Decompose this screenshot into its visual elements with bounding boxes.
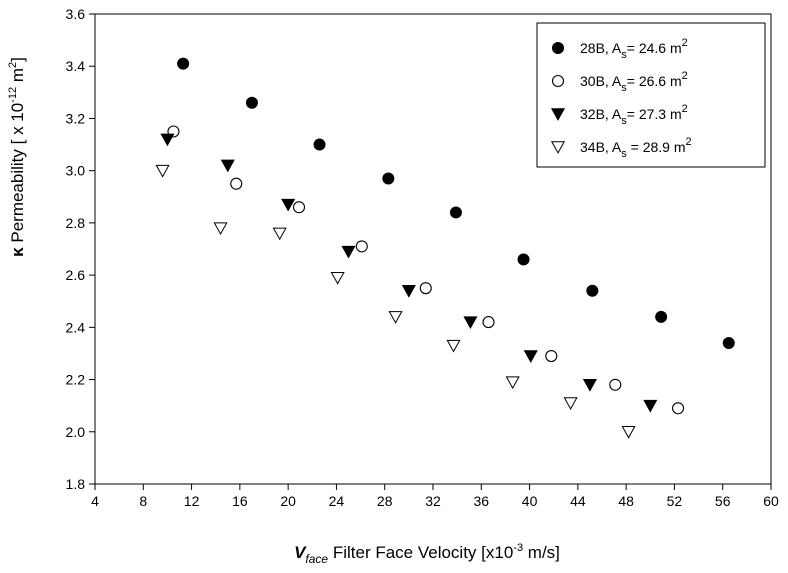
data-point (388, 311, 403, 324)
data-point (722, 337, 735, 349)
data-point (313, 138, 326, 151)
data-point (621, 426, 636, 439)
data-point (609, 378, 622, 391)
legend-label-part: 34B, A (580, 139, 622, 155)
data-point (655, 310, 668, 323)
data-point (330, 271, 345, 285)
legend-label-part: 28B, A (580, 40, 622, 56)
data-point (220, 159, 235, 173)
data-point (563, 397, 578, 410)
x-tick-label: 8 (139, 493, 147, 509)
data-point (586, 284, 599, 297)
data-point (582, 379, 597, 392)
y-tick-label: 3.0 (66, 163, 86, 179)
y-tick-label: 2.6 (66, 267, 86, 283)
data-point (292, 201, 306, 214)
legend-label-part: = 27.3 m (627, 106, 682, 122)
legend-label-subscript: s (621, 115, 627, 127)
legend-label: 34B, As = 28.9 m2 (580, 136, 692, 160)
y-tick-label: 1.8 (66, 476, 86, 492)
x-tick-label: 36 (473, 493, 489, 509)
y-tick-label: 3.4 (66, 58, 86, 74)
data-point (281, 198, 296, 212)
data-point (401, 285, 416, 298)
legend-entry: 32B, As= 27.3 m2 (550, 103, 688, 127)
x-tick-label: 4 (91, 493, 99, 509)
x-tick-label: 20 (280, 493, 296, 509)
legend-label-part: 32B, A (580, 106, 622, 122)
data-point (382, 172, 395, 185)
legend-box (536, 22, 766, 168)
data-point (160, 133, 175, 147)
y-tick-label: 3.2 (66, 110, 86, 126)
x-tick-label: 60 (763, 493, 779, 509)
data-point (446, 339, 461, 353)
legend-label-part: 30B, A (580, 73, 622, 89)
legend-label: 32B, As= 27.3 m2 (580, 103, 688, 127)
legend-label-part: = 28.9 m (627, 139, 686, 155)
legend-label-superscript: 2 (682, 37, 688, 49)
x-tick-label: 52 (667, 493, 683, 509)
legend-label-part: = 26.6 m (627, 73, 682, 89)
legend-label-superscript: 2 (682, 70, 688, 82)
x-tick-label: 12 (184, 493, 200, 509)
data-point (230, 177, 243, 190)
legend-label-superscript: 2 (682, 103, 688, 115)
legend-entry: 30B, As= 26.6 m2 (551, 70, 688, 94)
x-tick-label: 40 (522, 493, 538, 509)
legend-marker (551, 74, 565, 88)
data-point (517, 253, 530, 266)
legend-label: 30B, As= 26.6 m2 (580, 70, 688, 94)
data-point (272, 227, 287, 241)
data-point (671, 402, 685, 415)
legend-label-superscript: 2 (686, 136, 692, 148)
data-point (482, 316, 495, 329)
legend-marker (550, 108, 566, 121)
plot-marks (155, 57, 735, 439)
legend-entry: 34B, As = 28.9 m2 (550, 136, 692, 160)
data-point (177, 57, 190, 70)
x-axis-title: Vface Filter Face Velocity [x10-3 m/s] (294, 542, 560, 566)
x-tick-label: 32 (425, 493, 441, 509)
legend-entry: 28B, As= 24.6 m2 (552, 37, 688, 61)
y-tick-label: 2.4 (66, 319, 86, 335)
data-point (545, 350, 558, 363)
x-tick-label: 44 (570, 493, 586, 509)
series-1 (177, 57, 735, 349)
series-4 (155, 164, 636, 439)
data-point (449, 206, 462, 219)
series-3 (160, 133, 658, 413)
data-point (245, 96, 258, 109)
data-point (419, 282, 432, 295)
data-point (355, 240, 368, 253)
y-tick-label: 2.8 (66, 215, 86, 231)
x-tick-label: 24 (329, 493, 345, 509)
data-point (341, 245, 356, 259)
series-2 (167, 125, 685, 415)
data-point (505, 376, 520, 390)
axes: 4 8 12 16 20 24 28 32 36 40 44 48 52 56 601.82.02.22.4… (66, 6, 779, 509)
x-tick-label: 56 (715, 493, 731, 509)
data-point (643, 399, 658, 413)
legend-label-subscript: s (621, 49, 627, 61)
data-point (155, 164, 170, 178)
legend-marker (552, 42, 564, 54)
x-tick-label: 16 (232, 493, 248, 509)
legend-label-subscript: s (621, 82, 627, 94)
data-point (213, 222, 228, 236)
x-tick-label: 28 (377, 493, 393, 509)
legend-label-subscript: s (621, 148, 627, 160)
y-axis-title: κ Permeability [ x 10-12 m2] (7, 57, 27, 257)
y-tick-label: 3.6 (66, 6, 86, 22)
x-tick-label: 48 (618, 493, 634, 509)
legend-marker (550, 141, 566, 154)
legend-label-part: = 24.6 m (627, 40, 682, 56)
legend-label: 28B, As= 24.6 m2 (580, 37, 688, 61)
y-tick-label: 2.0 (66, 424, 86, 440)
data-point (463, 316, 478, 330)
y-tick-label: 2.2 (66, 372, 86, 388)
data-point (523, 350, 538, 363)
